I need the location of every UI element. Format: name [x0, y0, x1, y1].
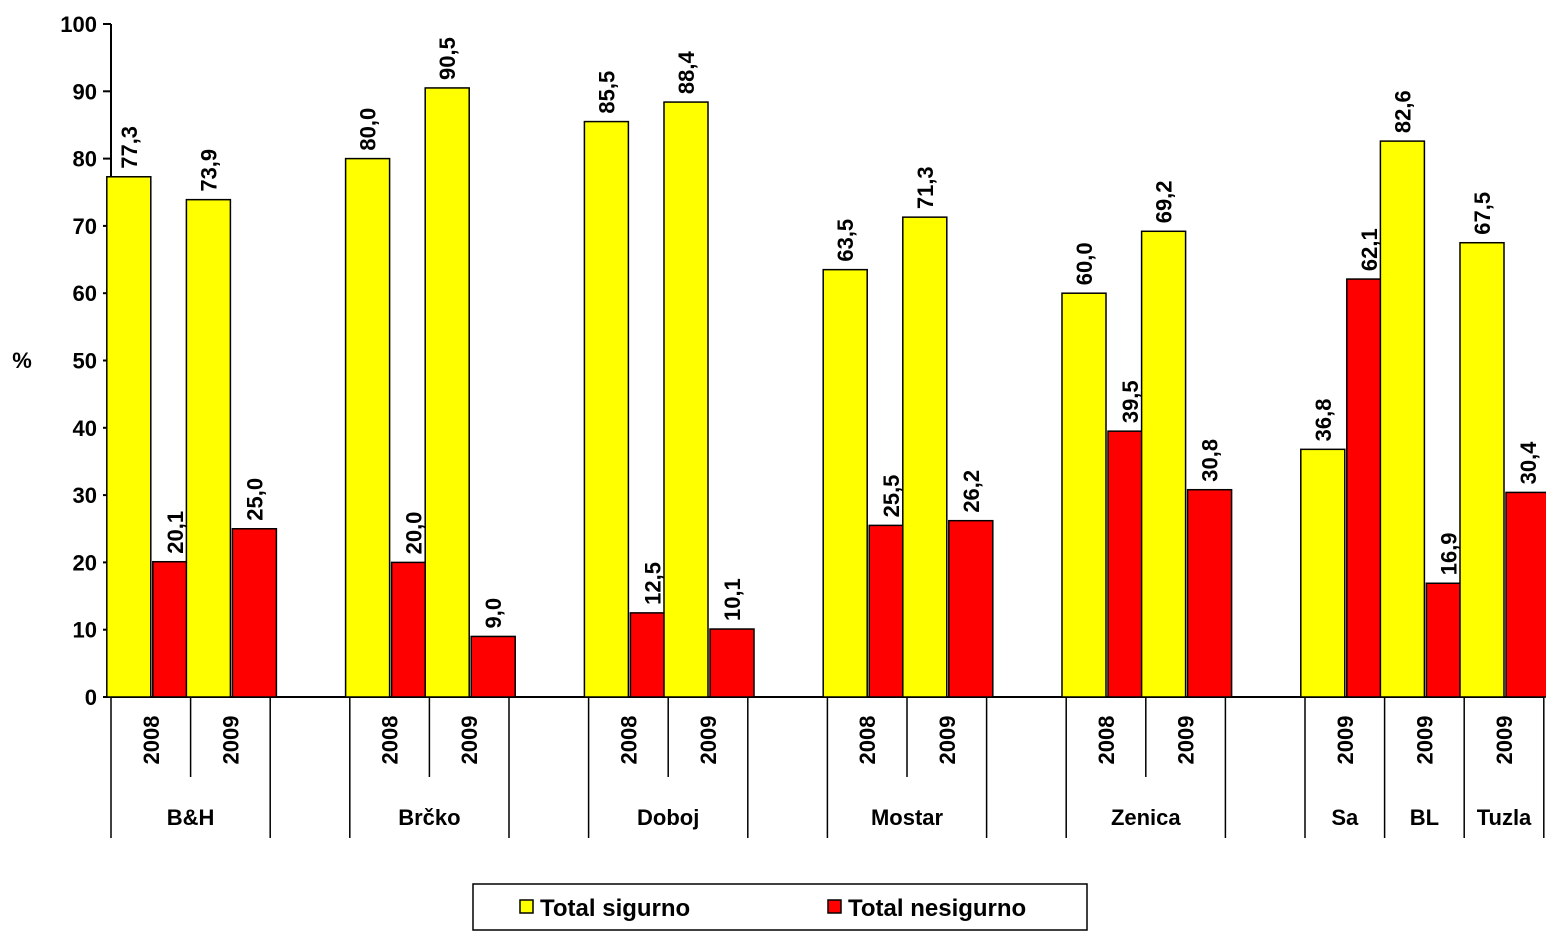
- data-label-total-sigurno: 80,0: [356, 108, 381, 151]
- data-label-total-sigurno: 90,5: [435, 37, 460, 80]
- data-label-total-sigurno: 36,8: [1311, 399, 1336, 442]
- bar-total-nesigurno: [709, 628, 755, 698]
- data-label-total-nesigurno: 12,5: [640, 562, 665, 605]
- bar-total-sigurno: [106, 176, 152, 698]
- y-tick-label: 70: [73, 214, 97, 239]
- group-label: Brčko: [398, 805, 460, 830]
- y-tick-label: 100: [60, 12, 97, 37]
- bar-total-nesigurno: [948, 519, 994, 698]
- y-tick-label: 50: [73, 349, 97, 374]
- y-tick-label: 0: [85, 685, 97, 710]
- group-label: BL: [1410, 805, 1439, 830]
- data-label-total-nesigurno: 30,8: [1198, 439, 1223, 482]
- bar-total-nesigurno: [231, 528, 278, 698]
- legend-label: Total nesigurno: [848, 895, 1026, 922]
- y-tick-label: 80: [73, 147, 97, 172]
- group-label: Doboj: [637, 805, 699, 830]
- data-label-total-nesigurno: 20,1: [163, 511, 188, 554]
- y-tick-label: 10: [73, 618, 97, 643]
- bar-total-sigurno: [1061, 292, 1107, 698]
- y-axis-title: %: [12, 348, 32, 373]
- year-label: 2008: [855, 716, 880, 765]
- y-tick-label: 20: [73, 550, 97, 575]
- data-label-total-sigurno: 77,3: [117, 126, 142, 169]
- year-label: 2009: [1492, 716, 1517, 765]
- bar-total-sigurno: [663, 101, 709, 698]
- data-label-total-nesigurno: 20,0: [402, 512, 427, 555]
- data-label-total-sigurno: 88,4: [674, 50, 699, 94]
- year-label: 2009: [218, 716, 243, 765]
- group-label: Tuzla: [1477, 805, 1532, 830]
- data-label-total-sigurno: 63,5: [833, 219, 858, 262]
- bar-total-sigurno: [185, 198, 232, 698]
- y-tick-label: 60: [73, 281, 97, 306]
- legend-box: [472, 883, 1088, 931]
- year-label: 2009: [457, 716, 482, 765]
- group-label: Mostar: [871, 805, 944, 830]
- data-label-total-sigurno: 82,6: [1390, 90, 1415, 133]
- bar-total-sigurno: [344, 157, 391, 698]
- y-tick-label: 40: [73, 416, 97, 441]
- year-label: 2008: [616, 716, 641, 765]
- year-label: 2009: [1174, 716, 1199, 765]
- data-label-total-nesigurno: 62,1: [1357, 228, 1382, 271]
- data-label-total-sigurno: 69,2: [1152, 180, 1177, 223]
- category-axis: 2008 2009 2008 2009 2008 2009 2008 2009 2008 2009…: [110, 697, 1545, 838]
- bar-total-sigurno: [424, 87, 470, 698]
- bar-total-nesigurno: [470, 635, 516, 698]
- data-label-total-nesigurno: 26,2: [959, 470, 984, 513]
- data-label-total-sigurno: 71,3: [913, 166, 938, 209]
- data-label-total-nesigurno: 10,1: [720, 578, 745, 621]
- group-label: B&H: [167, 805, 215, 830]
- bar-total-sigurno: [822, 268, 868, 698]
- bars: [106, 87, 1546, 698]
- data-label-total-sigurno: 60,0: [1072, 242, 1097, 285]
- bar-total-sigurno: [1300, 448, 1346, 698]
- year-label: 2008: [378, 716, 403, 765]
- year-label: 2009: [935, 716, 960, 765]
- year-label: 2009: [1333, 716, 1358, 765]
- y-tick-label: 30: [73, 483, 97, 508]
- y-tick-label: 90: [73, 79, 97, 104]
- bar-total-sigurno: [1379, 140, 1426, 698]
- year-label: 2009: [696, 716, 721, 765]
- group-label: Zenica: [1111, 805, 1181, 830]
- group-label: Sa: [1331, 805, 1359, 830]
- year-label: 2008: [1094, 716, 1119, 765]
- legend-label: Total sigurno: [540, 895, 690, 922]
- data-label-total-sigurno: 85,5: [594, 71, 619, 114]
- year-label: 2009: [1412, 716, 1437, 765]
- data-label-total-nesigurno: 16,9: [1436, 532, 1461, 575]
- bar-total-nesigurno: [1186, 488, 1233, 698]
- bar-total-sigurno: [1459, 241, 1505, 698]
- data-label-total-sigurno: 73,9: [196, 149, 221, 192]
- bar-total-nesigurno: [1505, 491, 1546, 698]
- data-label-total-nesigurno: 9,0: [481, 598, 506, 629]
- data-label-total-nesigurno: 39,5: [1118, 380, 1143, 423]
- bar-total-sigurno: [1140, 230, 1187, 698]
- bar-total-sigurno: [583, 120, 630, 698]
- year-label: 2008: [139, 716, 164, 765]
- data-label-total-nesigurno: 25,0: [242, 478, 267, 521]
- data-labels: 77,3 20,1 73,9 25,0 80,0 20,0 90,5 9,0 85,5 12,5 8…: [117, 37, 1541, 628]
- legend-swatch: [519, 899, 534, 914]
- bar-total-sigurno: [902, 216, 948, 698]
- data-label-total-nesigurno: 25,5: [879, 475, 904, 518]
- legend: Total sigurno Total nesigurno: [472, 883, 1088, 931]
- data-label-total-sigurno: 67,5: [1470, 192, 1495, 235]
- legend-swatch: [827, 899, 842, 914]
- data-label-total-nesigurno: 30,4: [1516, 441, 1541, 485]
